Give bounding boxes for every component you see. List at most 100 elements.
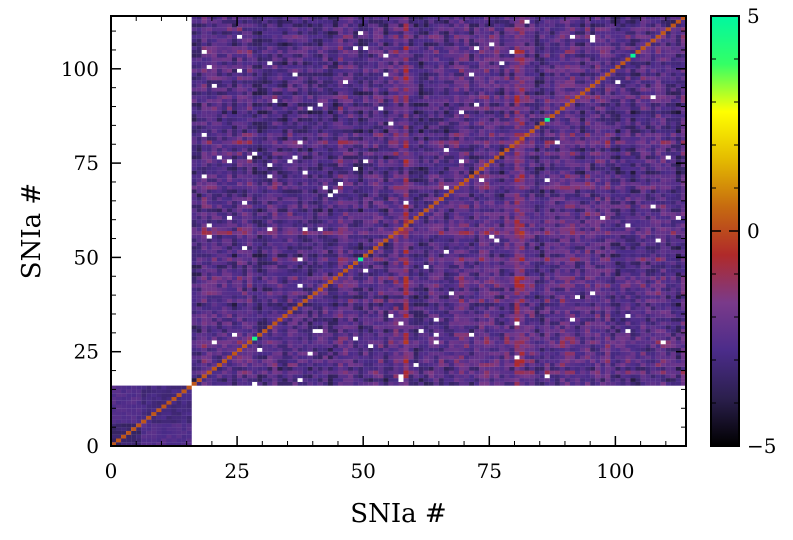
heatmap-cell	[262, 351, 268, 356]
heatmap-cell	[201, 347, 207, 352]
heatmap-cell	[448, 246, 455, 250]
heatmap-cell	[484, 378, 490, 382]
heatmap-cell	[368, 336, 374, 341]
heatmap-cell	[600, 261, 606, 265]
heatmap-cell	[453, 302, 460, 307]
heatmap-cell	[494, 340, 500, 345]
heatmap-cell	[292, 208, 298, 213]
heatmap-cell	[267, 249, 273, 254]
heatmap-cell	[221, 264, 228, 269]
heatmap-cell	[544, 321, 550, 326]
heatmap-cell	[408, 306, 414, 311]
heatmap-cell	[554, 378, 560, 382]
heatmap-cell	[363, 325, 369, 330]
heatmap-cell	[438, 347, 444, 352]
heatmap-cell	[514, 264, 520, 269]
heatmap-cell	[605, 264, 611, 269]
heatmap-cell	[232, 370, 238, 375]
heatmap-cell	[448, 238, 455, 243]
heatmap-cell	[453, 362, 460, 367]
heatmap-cell	[423, 208, 429, 213]
heatmap-cell	[262, 381, 268, 386]
heatmap-cell	[176, 430, 182, 435]
heatmap-cell	[337, 351, 344, 356]
heatmap-cell	[655, 378, 661, 382]
heatmap-cell	[423, 227, 429, 232]
heatmap-cell	[297, 242, 303, 247]
heatmap-cell	[262, 298, 268, 303]
heatmap-cell	[368, 261, 374, 265]
heatmap-cell	[504, 219, 510, 224]
heatmap-cell	[373, 200, 379, 205]
heatmap-cell	[620, 317, 626, 322]
heatmap-cell	[650, 283, 656, 288]
heatmap-cell	[398, 208, 404, 213]
heatmap-cell	[574, 264, 581, 269]
heatmap-cell	[277, 238, 283, 243]
heatmap-cell	[348, 283, 354, 288]
heatmap-cell	[615, 204, 621, 209]
heatmap-cell	[277, 370, 283, 375]
heatmap-cell	[191, 351, 197, 356]
heatmap-cell	[680, 302, 687, 307]
heatmap-cell	[660, 298, 666, 303]
heatmap-cell	[257, 204, 263, 209]
heatmap-cell	[554, 374, 560, 379]
heatmap-cell	[610, 347, 616, 352]
heatmap-cell	[342, 362, 349, 367]
heatmap-cell	[287, 227, 293, 232]
heatmap-cell	[312, 227, 318, 232]
heatmap-cell	[363, 253, 369, 258]
heatmap-cell	[479, 359, 485, 364]
heatmap-cell	[242, 291, 248, 296]
heatmap-cell	[257, 215, 263, 220]
heatmap-cell	[489, 306, 495, 311]
heatmap-cell	[413, 340, 419, 345]
heatmap-cell	[640, 223, 646, 228]
heatmap-cell	[232, 287, 238, 292]
heatmap-cell	[267, 340, 273, 345]
heatmap-cell	[564, 208, 571, 213]
heatmap-cell	[655, 321, 661, 326]
heatmap-cell	[645, 366, 651, 371]
heatmap-cell	[514, 351, 520, 356]
heatmap-cell	[448, 227, 455, 232]
heatmap-cell	[398, 325, 404, 330]
heatmap-cell	[282, 200, 288, 205]
heatmap-cell	[322, 310, 328, 315]
heatmap-cell	[469, 370, 475, 375]
heatmap-cell	[322, 317, 328, 322]
heatmap-cell	[398, 298, 404, 303]
heatmap-cell	[645, 234, 651, 239]
heatmap-cell	[317, 279, 323, 284]
heatmap-cell	[348, 366, 354, 371]
heatmap-cell	[549, 374, 555, 379]
heatmap-cell	[524, 298, 530, 303]
heatmap-cell	[151, 442, 157, 447]
heatmap-cell	[262, 246, 268, 250]
heatmap-cell	[660, 219, 666, 224]
heatmap-cell	[458, 359, 465, 364]
heatmap-cell	[479, 238, 485, 243]
heatmap-cell	[403, 295, 409, 299]
heatmap-cell	[645, 336, 651, 341]
heatmap-cell	[640, 295, 646, 299]
heatmap-cell	[504, 230, 510, 235]
heatmap-cell	[196, 287, 202, 292]
heatmap-cell	[363, 276, 369, 281]
heatmap-cell	[418, 351, 424, 356]
heatmap-cell	[287, 310, 293, 315]
heatmap-cell	[151, 408, 157, 413]
heatmap-cell	[433, 212, 439, 216]
heatmap-cell	[413, 227, 419, 232]
heatmap-cell	[141, 396, 147, 401]
heatmap-cell	[191, 219, 197, 224]
heatmap-cell	[504, 310, 510, 315]
heatmap-cell	[368, 347, 374, 352]
heatmap-cell	[368, 204, 374, 209]
heatmap-cell	[257, 325, 263, 330]
heatmap-cell	[574, 313, 581, 318]
heatmap-cell	[287, 264, 293, 269]
heatmap-cell	[569, 279, 576, 284]
heatmap-cell	[479, 257, 485, 262]
